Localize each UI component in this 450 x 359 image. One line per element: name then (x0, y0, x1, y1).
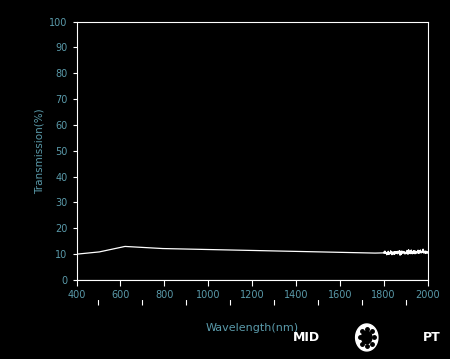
Text: MID: MID (292, 331, 320, 344)
Polygon shape (356, 324, 378, 351)
Y-axis label: Transmission(%): Transmission(%) (35, 108, 45, 194)
Polygon shape (361, 331, 372, 344)
X-axis label: Wavelength(nm): Wavelength(nm) (206, 323, 298, 333)
Text: PT: PT (423, 331, 441, 344)
